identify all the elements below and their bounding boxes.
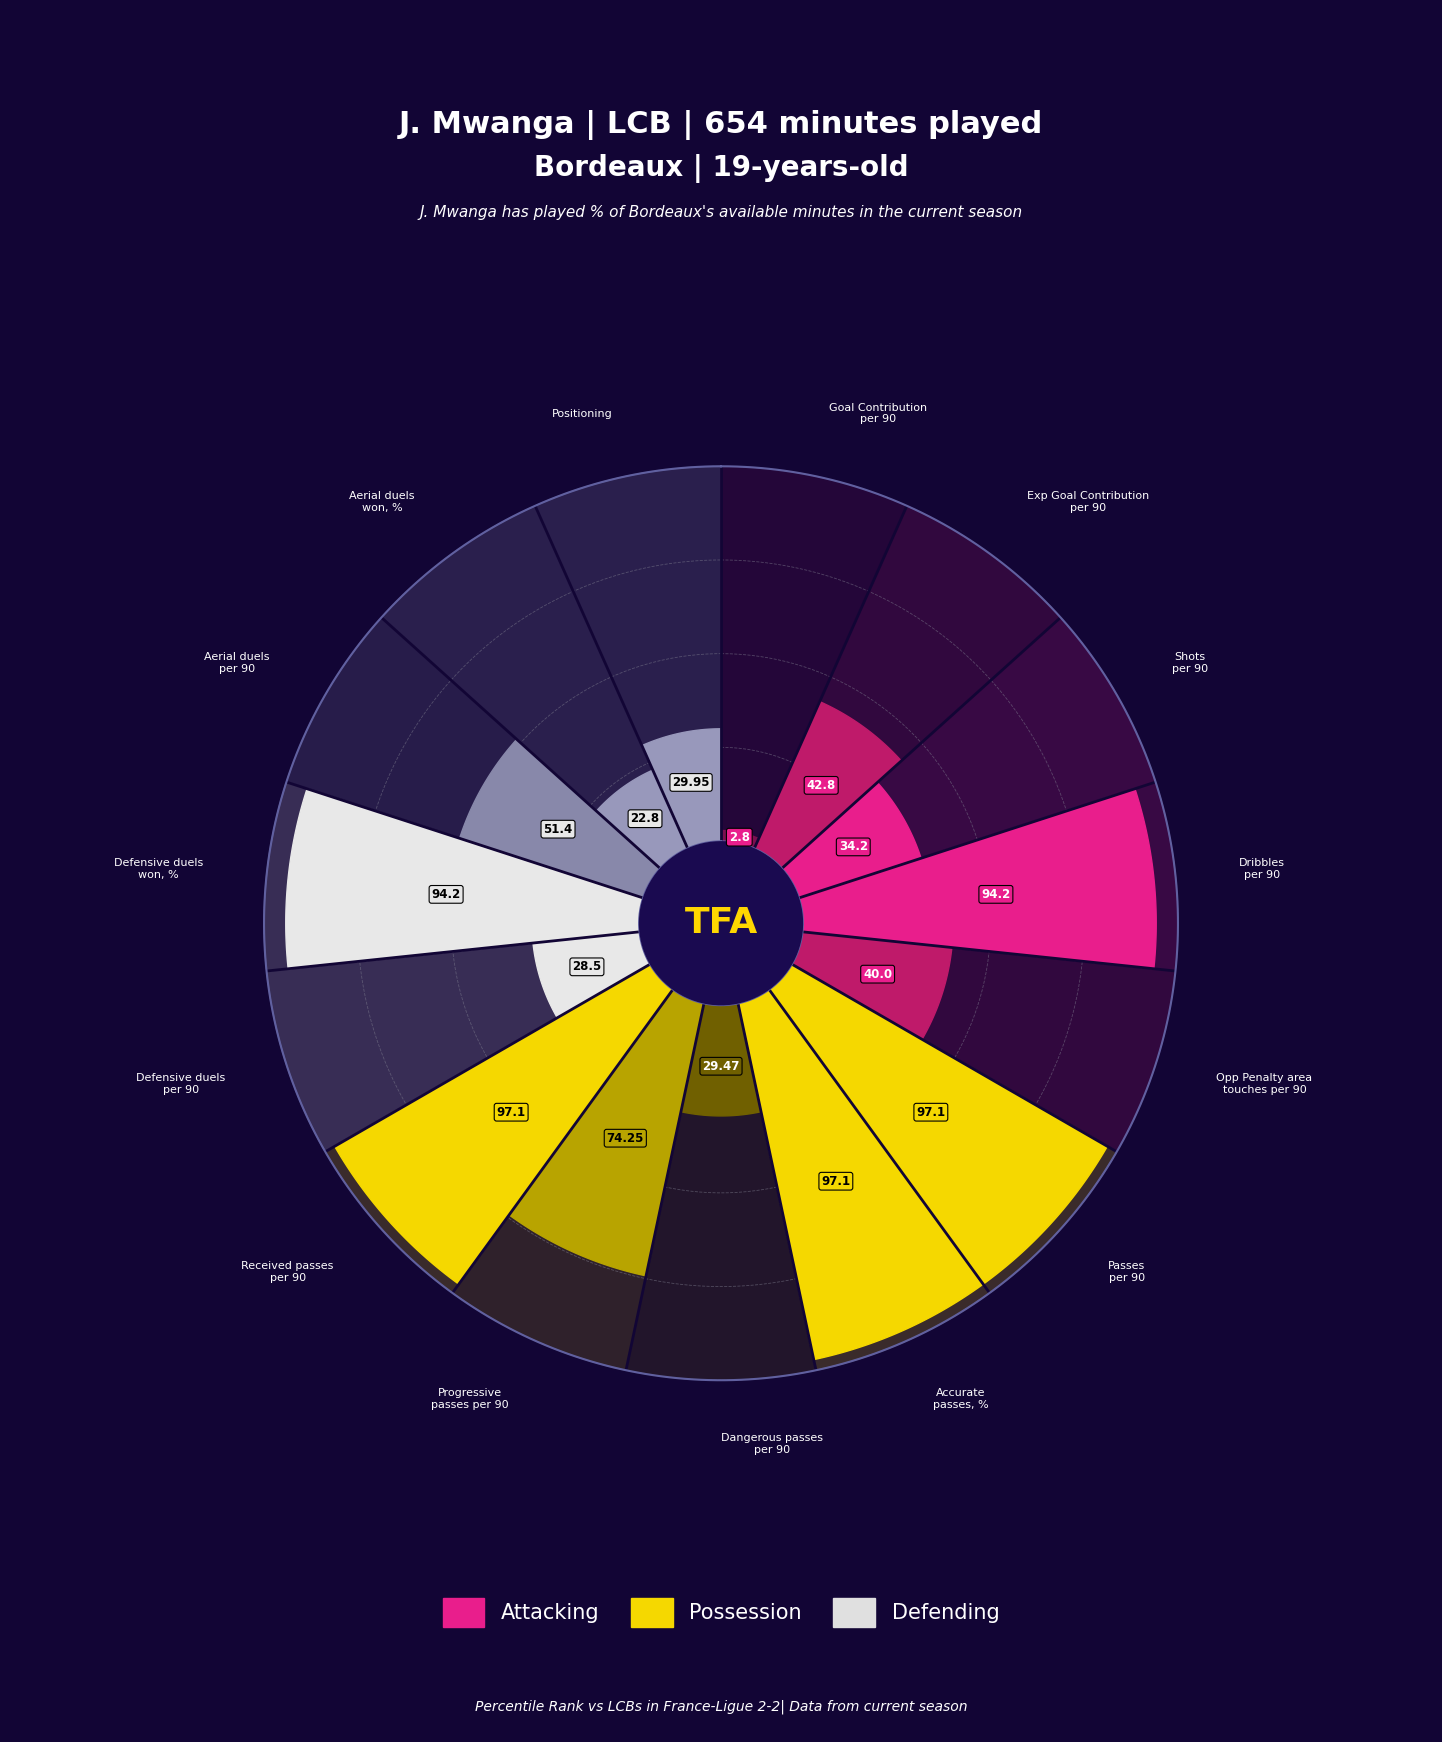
Polygon shape <box>799 782 1178 970</box>
Polygon shape <box>642 728 721 848</box>
Text: Bordeaux | 19-years-old: Bordeaux | 19-years-old <box>534 155 908 183</box>
Polygon shape <box>335 965 672 1284</box>
Polygon shape <box>738 989 989 1371</box>
Text: 94.2: 94.2 <box>981 888 1011 901</box>
Text: Percentile Rank vs LCBs in France-Ligue 2-2| Data from current season: Percentile Rank vs LCBs in France-Ligue … <box>474 1700 968 1714</box>
Polygon shape <box>267 932 650 1151</box>
Text: Opp Penalty area
touches per 90: Opp Penalty area touches per 90 <box>1217 1073 1312 1096</box>
Polygon shape <box>738 989 983 1359</box>
Text: J. Mwanga | LCB | 654 minutes played: J. Mwanga | LCB | 654 minutes played <box>399 110 1043 141</box>
Polygon shape <box>681 1003 761 1117</box>
Text: 97.1: 97.1 <box>496 1106 526 1118</box>
Text: TFA: TFA <box>685 906 757 941</box>
Polygon shape <box>792 932 952 1040</box>
Polygon shape <box>782 782 921 897</box>
Text: Accurate
passes, %: Accurate passes, % <box>933 1388 989 1409</box>
Text: Dribbles
per 90: Dribbles per 90 <box>1239 859 1285 880</box>
Polygon shape <box>754 505 1061 868</box>
Text: 2.8: 2.8 <box>728 831 750 843</box>
Polygon shape <box>754 702 901 868</box>
Text: 29.95: 29.95 <box>672 775 709 789</box>
Text: 29.47: 29.47 <box>702 1059 740 1073</box>
Text: 74.25: 74.25 <box>607 1132 645 1144</box>
Legend: Attacking, Possession, Defending: Attacking, Possession, Defending <box>423 1577 1019 1648</box>
Polygon shape <box>721 831 758 848</box>
Text: 34.2: 34.2 <box>839 840 868 854</box>
Polygon shape <box>264 782 643 970</box>
Polygon shape <box>326 965 672 1293</box>
Polygon shape <box>534 932 650 1017</box>
Polygon shape <box>799 789 1156 969</box>
Text: 94.2: 94.2 <box>431 888 461 901</box>
Text: Aerial duels
won, %: Aerial duels won, % <box>349 491 415 512</box>
Polygon shape <box>381 505 688 868</box>
Text: Shots
per 90: Shots per 90 <box>1172 652 1208 674</box>
Polygon shape <box>640 841 802 1005</box>
Text: 40.0: 40.0 <box>864 967 893 981</box>
Polygon shape <box>721 467 907 848</box>
Text: Progressive
passes per 90: Progressive passes per 90 <box>431 1388 509 1409</box>
Text: 97.1: 97.1 <box>916 1106 946 1118</box>
Polygon shape <box>792 932 1175 1151</box>
Text: Received passes
per 90: Received passes per 90 <box>241 1261 335 1282</box>
Polygon shape <box>597 770 688 868</box>
Text: 22.8: 22.8 <box>630 812 659 826</box>
Text: J. Mwanga has played % of Bordeaux's available minutes in the current season: J. Mwanga has played % of Bordeaux's ava… <box>420 206 1022 219</box>
Text: 28.5: 28.5 <box>572 960 601 974</box>
Polygon shape <box>509 989 704 1275</box>
Polygon shape <box>287 617 660 897</box>
Text: Goal Contribution
per 90: Goal Contribution per 90 <box>829 402 927 425</box>
Polygon shape <box>286 789 643 969</box>
Polygon shape <box>460 739 660 897</box>
Text: 51.4: 51.4 <box>544 822 572 836</box>
Text: Passes
per 90: Passes per 90 <box>1107 1261 1145 1282</box>
Polygon shape <box>782 617 1155 897</box>
Text: Defensive duels
won, %: Defensive duels won, % <box>114 859 203 880</box>
Text: Dangerous passes
per 90: Dangerous passes per 90 <box>721 1434 823 1455</box>
Text: Exp Goal Contribution
per 90: Exp Goal Contribution per 90 <box>1027 491 1149 512</box>
Polygon shape <box>535 467 721 848</box>
Text: Defensive duels
per 90: Defensive duels per 90 <box>137 1073 225 1096</box>
Polygon shape <box>453 989 704 1371</box>
Text: 97.1: 97.1 <box>822 1174 851 1188</box>
Text: Aerial duels
per 90: Aerial duels per 90 <box>205 652 270 674</box>
Text: 42.8: 42.8 <box>806 779 836 793</box>
Polygon shape <box>626 1003 816 1380</box>
Polygon shape <box>770 965 1116 1293</box>
Text: Positioning: Positioning <box>552 409 613 418</box>
Polygon shape <box>770 965 1107 1284</box>
